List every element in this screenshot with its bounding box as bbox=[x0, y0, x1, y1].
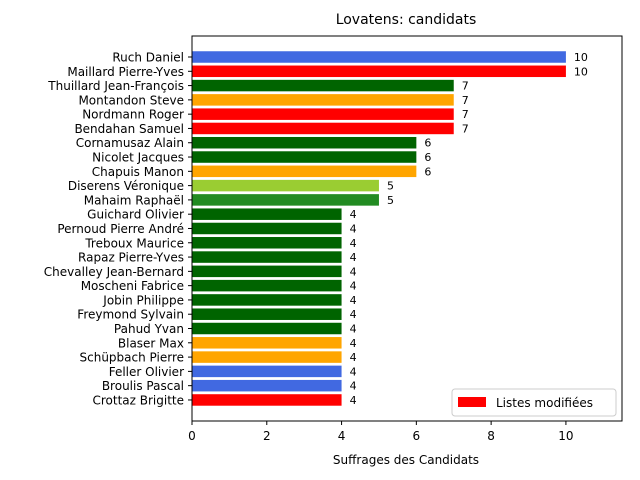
bar-value-label: 4 bbox=[350, 365, 357, 378]
y-tick-label: Jobin Philippe bbox=[102, 293, 184, 307]
y-tick-label: Moscheni Fabrice bbox=[81, 279, 184, 293]
legend: Listes modifiées bbox=[451, 388, 617, 417]
bar bbox=[192, 365, 342, 378]
bar-value-label: 5 bbox=[387, 194, 394, 207]
bar bbox=[192, 165, 417, 178]
bar bbox=[192, 265, 342, 278]
x-tick-label: 6 bbox=[413, 429, 421, 443]
x-axis-label: Suffrages des Candidats bbox=[333, 453, 479, 467]
bar bbox=[192, 79, 454, 92]
y-tick-label: Schüpbach Pierre bbox=[80, 351, 185, 365]
bar-value-label: 4 bbox=[350, 380, 357, 393]
bar bbox=[192, 308, 342, 320]
bar-value-label: 4 bbox=[350, 237, 357, 250]
bar-value-label: 7 bbox=[462, 94, 469, 107]
bar-value-label: 6 bbox=[424, 165, 431, 178]
bar bbox=[192, 179, 379, 192]
y-tick-label: Chevalley Jean-Bernard bbox=[44, 265, 184, 279]
x-tick-label: 2 bbox=[263, 429, 271, 443]
x-tick-label: 0 bbox=[188, 429, 196, 443]
y-tick-label: Rapaz Pierre-Yves bbox=[78, 251, 184, 265]
bar-value-label: 7 bbox=[462, 80, 469, 93]
x-tick-label: 4 bbox=[338, 429, 346, 443]
bar bbox=[192, 322, 342, 335]
bar bbox=[192, 194, 379, 206]
bar bbox=[192, 251, 342, 263]
bar-value-label: 6 bbox=[424, 137, 431, 150]
bar bbox=[192, 222, 342, 235]
legend-box bbox=[451, 388, 617, 417]
y-tick-label: Pernoud Pierre André bbox=[57, 222, 184, 236]
y-tick-label: Montandon Steve bbox=[78, 93, 184, 107]
y-tick-label: Ruch Daniel bbox=[112, 51, 184, 65]
y-tick-label: Maillard Pierre-Yves bbox=[67, 65, 184, 79]
bar-value-label: 4 bbox=[350, 251, 357, 264]
bar bbox=[192, 108, 454, 120]
x-axis: 0 2 4 6 8 10 bbox=[188, 421, 574, 443]
bar-value-label: 4 bbox=[350, 308, 357, 321]
bar bbox=[192, 51, 566, 63]
y-tick-label: Blaser Max bbox=[118, 336, 184, 350]
bar bbox=[192, 151, 417, 163]
y-tick-label: Pahud Yvan bbox=[114, 322, 184, 336]
y-tick-label: Crottaz Brigitte bbox=[92, 393, 184, 407]
bar-value-label: 4 bbox=[350, 337, 357, 350]
bar bbox=[192, 379, 342, 392]
bar bbox=[192, 122, 454, 135]
legend-swatch bbox=[458, 397, 486, 407]
legend-label: Listes modifiées bbox=[496, 396, 593, 410]
x-tick-label: 10 bbox=[558, 429, 573, 443]
bar-value-label: 4 bbox=[350, 351, 357, 364]
bar bbox=[192, 208, 342, 220]
y-tick-label: Diserens Véronique bbox=[68, 179, 184, 193]
y-tick-label: Freymond Sylvain bbox=[77, 308, 184, 322]
bar-value-label: 4 bbox=[350, 265, 357, 278]
plot-frame bbox=[191, 35, 623, 422]
chart-title: Lovatens: candidats bbox=[336, 12, 477, 28]
bar-value-label: 5 bbox=[387, 180, 394, 193]
bar bbox=[192, 294, 342, 306]
y-tick-label: Thuillard Jean-François bbox=[47, 79, 184, 93]
bar bbox=[192, 279, 342, 292]
y-tick-label: Feller Olivier bbox=[109, 365, 184, 379]
y-tick-label: Guichard Olivier bbox=[87, 208, 184, 222]
bar bbox=[192, 136, 417, 149]
y-tick-label: Chapuis Manon bbox=[92, 165, 184, 179]
bar-value-label: 7 bbox=[462, 108, 469, 121]
bar bbox=[192, 237, 342, 249]
y-tick-label: Cornamusaz Alain bbox=[76, 136, 184, 150]
bar bbox=[192, 337, 342, 349]
y-tick-label: Treboux Maurice bbox=[84, 236, 184, 250]
y-tick-label: Mahaim Raphaël bbox=[84, 193, 184, 207]
bar-value-label: 10 bbox=[574, 51, 588, 64]
bar-value-label: 4 bbox=[350, 222, 357, 235]
bar bbox=[192, 65, 566, 78]
y-tick-label: Broulis Pascal bbox=[102, 379, 184, 393]
bar-value-label: 10 bbox=[574, 65, 588, 78]
bar bbox=[192, 351, 342, 363]
bar-value-label: 4 bbox=[350, 280, 357, 293]
bar-value-label: 4 bbox=[350, 294, 357, 307]
bar bbox=[192, 394, 342, 406]
x-tick-label: 8 bbox=[487, 429, 495, 443]
y-tick-label: Nordmann Roger bbox=[82, 108, 184, 122]
y-tick-label: Nicolet Jacques bbox=[92, 151, 184, 165]
bar-value-label: 6 bbox=[424, 151, 431, 164]
bar bbox=[192, 94, 454, 106]
bar-value-label: 4 bbox=[350, 323, 357, 336]
y-tick-label: Bendahan Samuel bbox=[74, 122, 184, 136]
bar-value-label: 7 bbox=[462, 122, 469, 135]
bar-value-label: 4 bbox=[350, 394, 357, 407]
bar-value-label: 4 bbox=[350, 208, 357, 221]
